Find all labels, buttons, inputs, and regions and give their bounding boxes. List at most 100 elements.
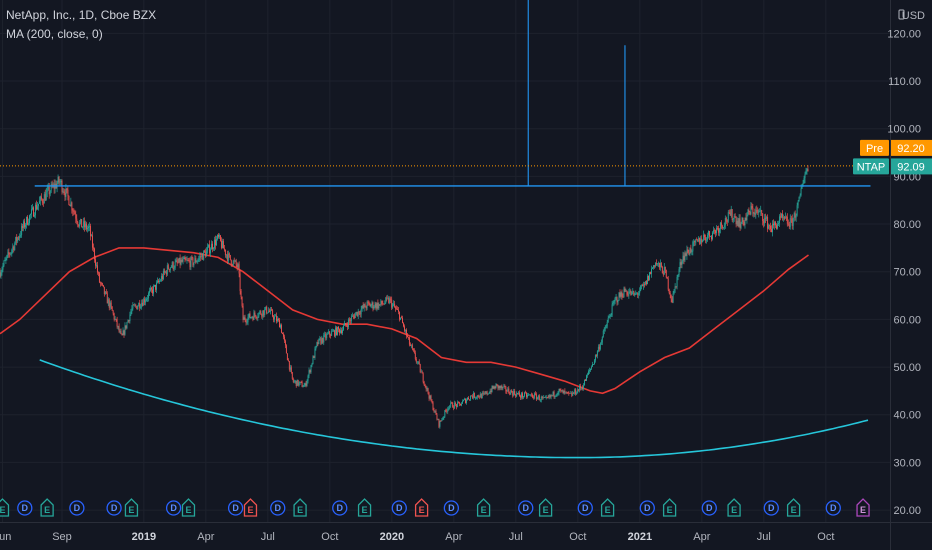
dividend-marker[interactable]: D xyxy=(270,500,286,516)
candle xyxy=(116,316,118,329)
candle xyxy=(245,318,247,326)
indicator-label[interactable]: MA (200, close, 0) xyxy=(6,27,103,41)
earnings-marker[interactable]: E xyxy=(476,498,491,517)
candle xyxy=(32,203,33,211)
dividend-marker[interactable]: D xyxy=(701,500,717,516)
candle xyxy=(418,359,420,365)
earnings-marker[interactable]: E xyxy=(662,498,677,517)
dividend-marker[interactable]: D xyxy=(165,500,182,516)
candle xyxy=(556,392,558,397)
candle xyxy=(64,189,66,201)
earnings-marker[interactable]: E xyxy=(0,498,10,517)
candle xyxy=(305,380,307,388)
earnings-marker[interactable]: E xyxy=(786,498,801,517)
currency-label[interactable]: USD xyxy=(902,10,925,22)
chart-title: NetApp, Inc., 1D, Cboe BZX xyxy=(6,8,157,22)
candle xyxy=(361,305,363,312)
candle xyxy=(170,265,172,269)
candle xyxy=(214,236,215,251)
candle xyxy=(661,265,663,274)
dividend-marker[interactable]: D xyxy=(17,500,33,516)
candle xyxy=(777,220,778,230)
candle xyxy=(775,220,776,229)
dividend-marker[interactable]: D xyxy=(443,500,460,516)
candle xyxy=(669,290,671,299)
candle xyxy=(288,360,290,372)
candle xyxy=(6,254,8,261)
candle xyxy=(330,333,332,339)
candle xyxy=(346,322,348,331)
earnings-marker[interactable]: E xyxy=(357,498,372,517)
dividend-marker[interactable]: D xyxy=(106,500,122,516)
candle xyxy=(265,306,267,311)
candle xyxy=(172,261,174,271)
candle xyxy=(442,416,444,421)
candle xyxy=(18,235,20,241)
earnings-marker[interactable]: E xyxy=(727,498,741,517)
candle xyxy=(481,391,483,399)
price-axis[interactable]: 20.0030.0040.0050.0060.0070.0080.0090.00… xyxy=(887,28,921,517)
candle xyxy=(102,284,104,288)
resistance-trendline[interactable] xyxy=(34,0,871,187)
earnings-marker[interactable]: E xyxy=(40,498,54,517)
candle xyxy=(794,210,796,221)
candle xyxy=(650,271,651,275)
earnings-marker[interactable]: E xyxy=(856,498,870,517)
candle xyxy=(588,369,589,376)
candle xyxy=(0,269,2,279)
candle xyxy=(577,387,579,394)
candle xyxy=(238,261,240,278)
dividend-marker[interactable]: D xyxy=(227,500,244,516)
candle xyxy=(145,297,147,306)
dividend-marker[interactable]: D xyxy=(518,500,534,516)
candle xyxy=(804,171,806,184)
candle xyxy=(316,341,318,348)
candle xyxy=(210,247,212,257)
dividend-marker[interactable]: D xyxy=(825,500,841,516)
candle xyxy=(233,257,235,264)
candle xyxy=(453,405,455,411)
price-tag-value: 92.20 xyxy=(897,143,925,155)
earnings-marker[interactable]: E xyxy=(181,498,196,517)
candle xyxy=(83,217,85,231)
candle xyxy=(380,299,382,307)
candle xyxy=(362,302,364,309)
earnings-marker[interactable]: E xyxy=(538,498,553,517)
candle xyxy=(747,208,749,217)
candle xyxy=(543,396,545,398)
candle xyxy=(544,395,546,399)
dividend-marker[interactable]: D xyxy=(69,500,85,516)
candle xyxy=(146,297,148,302)
dividend-marker[interactable]: D xyxy=(577,500,593,516)
dividend-marker[interactable]: D xyxy=(763,500,779,516)
candle xyxy=(714,228,715,235)
dividend-marker[interactable]: D xyxy=(391,500,407,516)
candle xyxy=(318,338,320,345)
candle xyxy=(615,293,617,301)
event-marker-letter: D xyxy=(768,503,775,513)
candle xyxy=(659,259,661,271)
dividend-marker[interactable]: D xyxy=(639,500,655,516)
candle xyxy=(33,212,35,218)
earnings-marker[interactable]: E xyxy=(600,498,615,517)
dividend-marker[interactable]: D xyxy=(332,500,348,516)
candle xyxy=(702,239,704,243)
candle xyxy=(644,281,646,288)
candle xyxy=(258,312,260,318)
earnings-marker[interactable]: E xyxy=(414,498,429,517)
earnings-marker[interactable]: E xyxy=(243,498,258,517)
candle xyxy=(152,286,153,296)
earnings-marker[interactable]: E xyxy=(124,498,139,517)
candle xyxy=(43,191,45,204)
candle xyxy=(524,391,525,398)
candle xyxy=(97,271,99,277)
time-axis[interactable]: Jun Sep 2019 Apr Jul Oct 2020 Apr Jul Oct 2021 Apr J… xyxy=(0,531,834,543)
candle xyxy=(100,281,102,286)
y-tick-label: 60.00 xyxy=(893,314,921,326)
cup-curve[interactable] xyxy=(39,359,869,459)
candle xyxy=(399,311,401,322)
candle xyxy=(27,215,29,226)
y-tick-label: 40.00 xyxy=(893,410,921,422)
earnings-marker[interactable]: E xyxy=(293,498,307,517)
